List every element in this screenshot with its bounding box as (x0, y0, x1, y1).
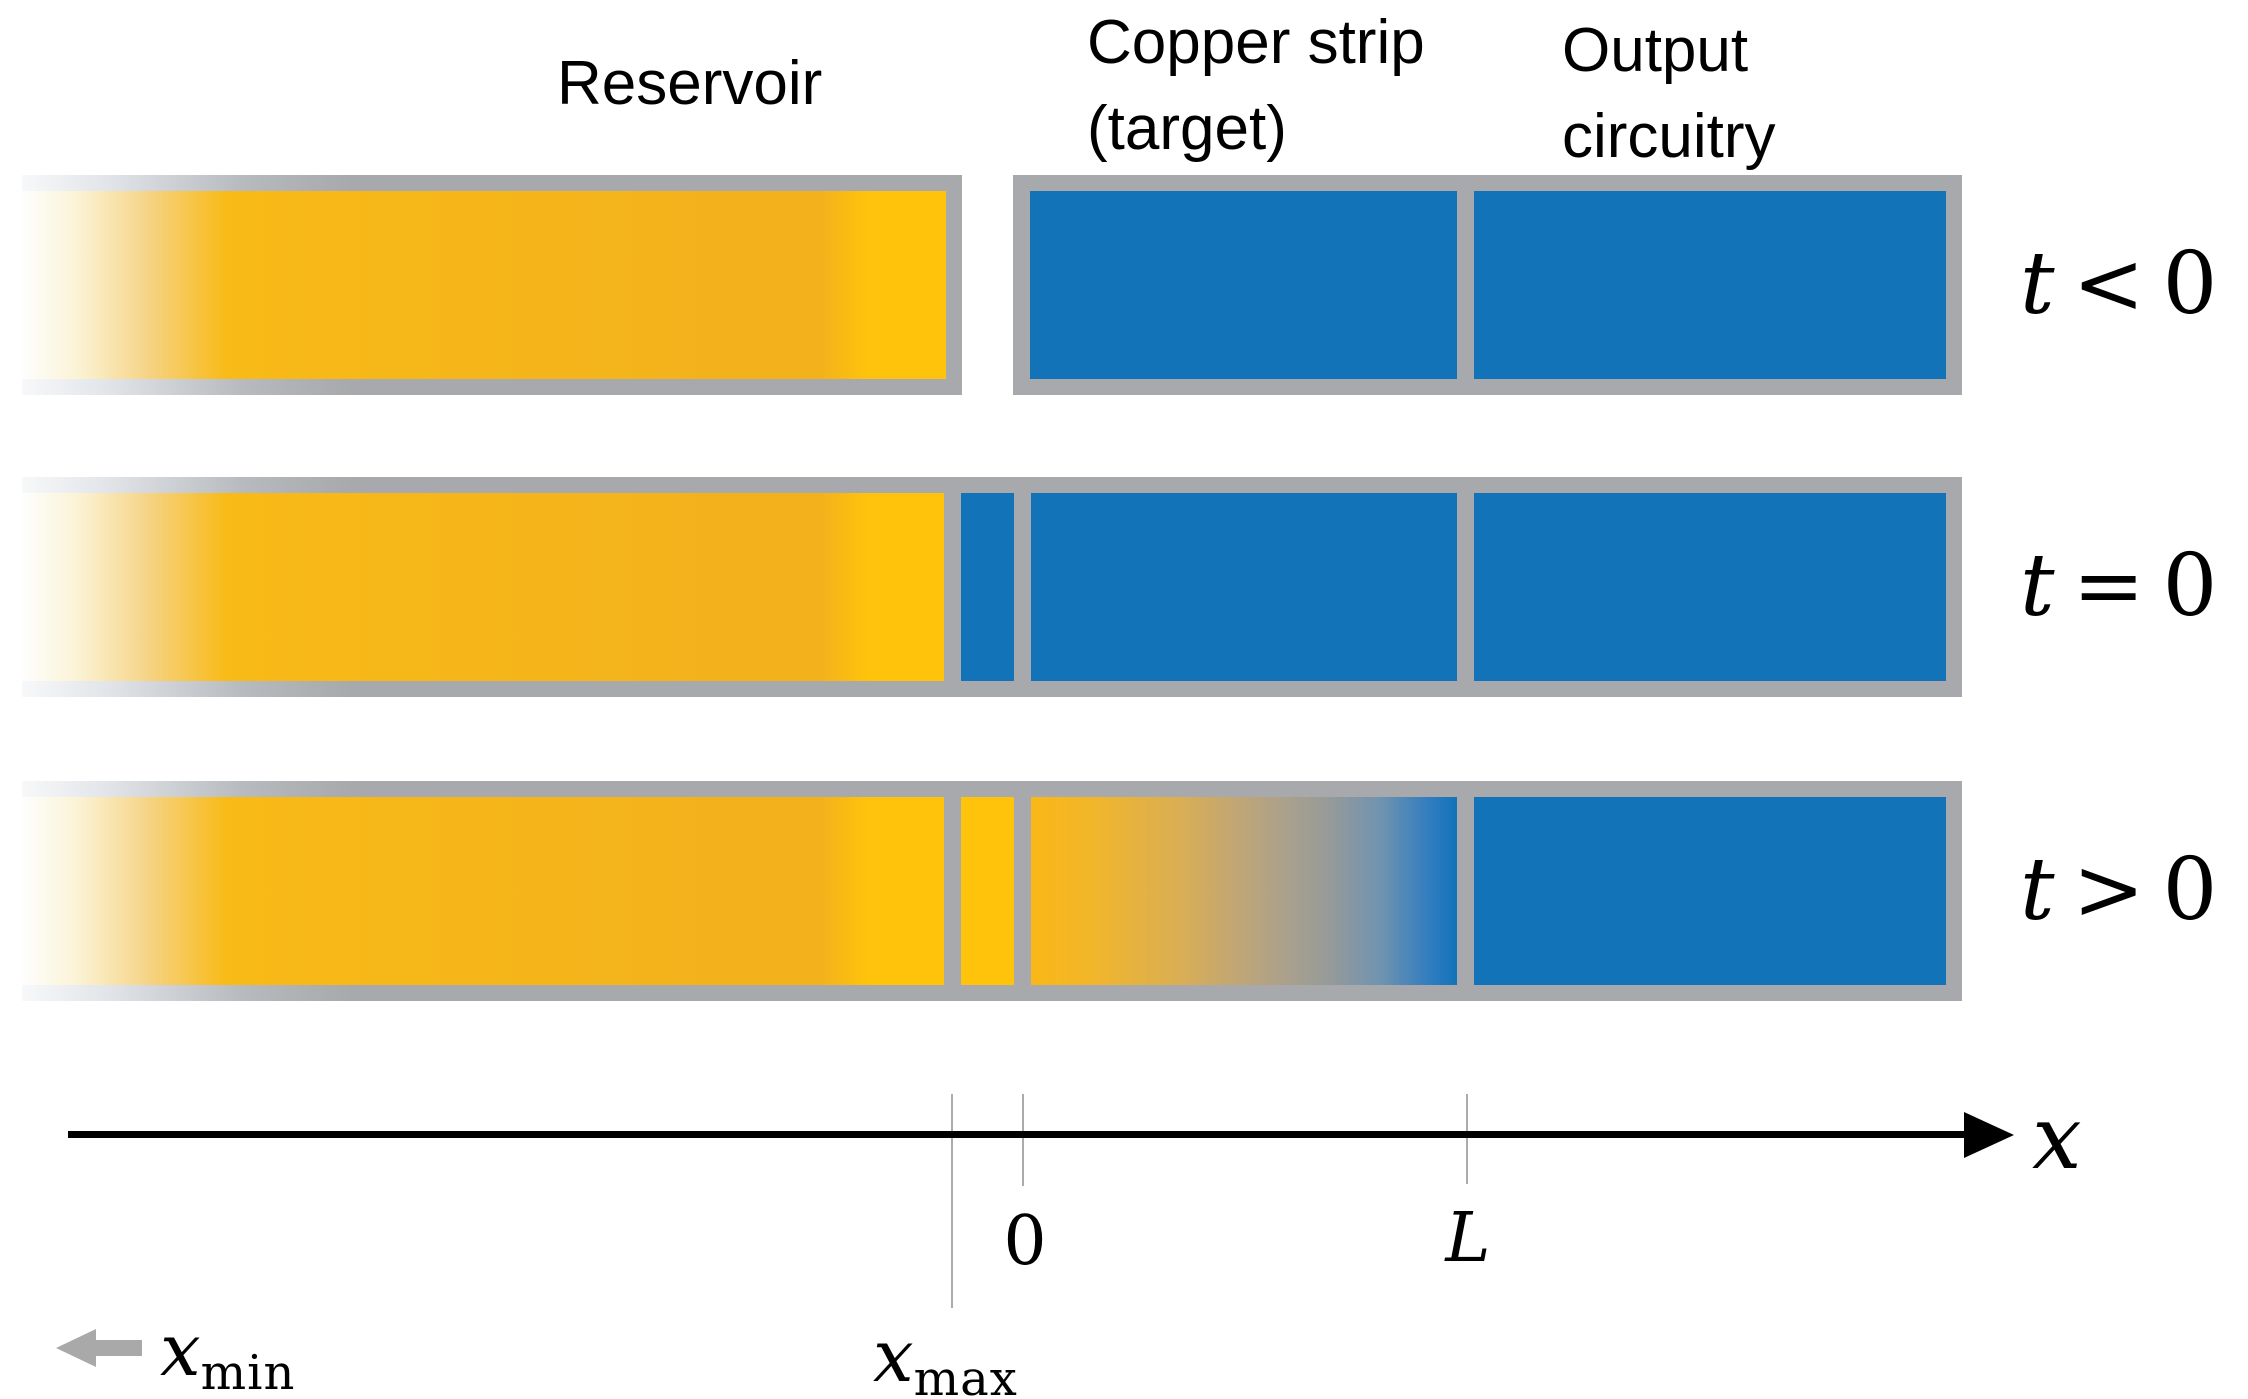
copper-strip-header-line1: Copper strip (1087, 8, 1425, 77)
target-bar-t-negative (1013, 175, 1962, 395)
bar-row-t-positive (22, 781, 1962, 1001)
bar-row-t-zero (22, 477, 1962, 697)
copper-strip-header-line2: (target) (1087, 94, 1287, 163)
reservoir-bar-t-negative (22, 175, 962, 395)
output-circuitry-fill (1474, 493, 1946, 681)
origin-tick-label: 0 (1003, 1202, 1047, 1281)
length-tick-label: L (1445, 1199, 1491, 1278)
reservoir-fill (22, 191, 946, 379)
time-operator: > (2072, 840, 2145, 940)
xmax-note: xmax (873, 1314, 1018, 1399)
reservoir-fill (22, 797, 944, 985)
reservoir-header: Reservoir (557, 49, 823, 118)
xmax-tickline (951, 1094, 953, 1308)
output-circuitry-header: Output circuitry (1562, 8, 1776, 180)
xmin-subscript: min (200, 1345, 296, 1399)
time-value: 0 (2162, 234, 2218, 334)
time-label-t-zero: t = 0 (2020, 536, 2217, 636)
output-circuitry-fill (1474, 191, 1946, 379)
copper-strip-diffusion-fill (1031, 797, 1457, 985)
xmax-subscript: max (913, 1351, 1018, 1399)
xmax-var: x (873, 1314, 914, 1398)
reservoir-fill (22, 493, 944, 681)
xmin-note: xmin (160, 1308, 295, 1399)
gap-segment-fill (961, 797, 1014, 985)
left-arrow-shaft (94, 1340, 142, 1356)
bar-row-t-negative (22, 175, 1962, 395)
x-axis-arrowhead-icon (1964, 1112, 2014, 1158)
x-axis-line (68, 1131, 1970, 1138)
time-value: 0 (2162, 840, 2218, 940)
time-value: 0 (2162, 536, 2218, 636)
time-var: t (2020, 536, 2055, 636)
copper-strip-header: Copper strip (target) (1087, 0, 1425, 172)
origin-tickline (1022, 1094, 1024, 1186)
output-circuitry-header-line1: Output (1562, 16, 1749, 85)
output-circuitry-fill (1474, 797, 1946, 985)
output-circuitry-header-line2: circuitry (1562, 102, 1776, 171)
time-var: t (2020, 840, 2055, 940)
time-label-t-negative: t <0 (2020, 234, 2217, 334)
left-arrow-icon (56, 1329, 96, 1367)
time-operator: < (2072, 234, 2145, 334)
x-axis-label: x (2032, 1086, 2082, 1189)
reservoir-right-border (946, 175, 962, 395)
xmin-var: x (160, 1308, 201, 1392)
gap-segment-fill (961, 493, 1014, 681)
length-tickline (1466, 1094, 1468, 1184)
copper-strip-fill (1031, 493, 1457, 681)
copper-strip-fill (1030, 191, 1457, 379)
time-operator: = (2072, 536, 2145, 636)
time-label-t-positive: t >0 (2020, 840, 2217, 940)
time-var: t (2020, 234, 2055, 334)
